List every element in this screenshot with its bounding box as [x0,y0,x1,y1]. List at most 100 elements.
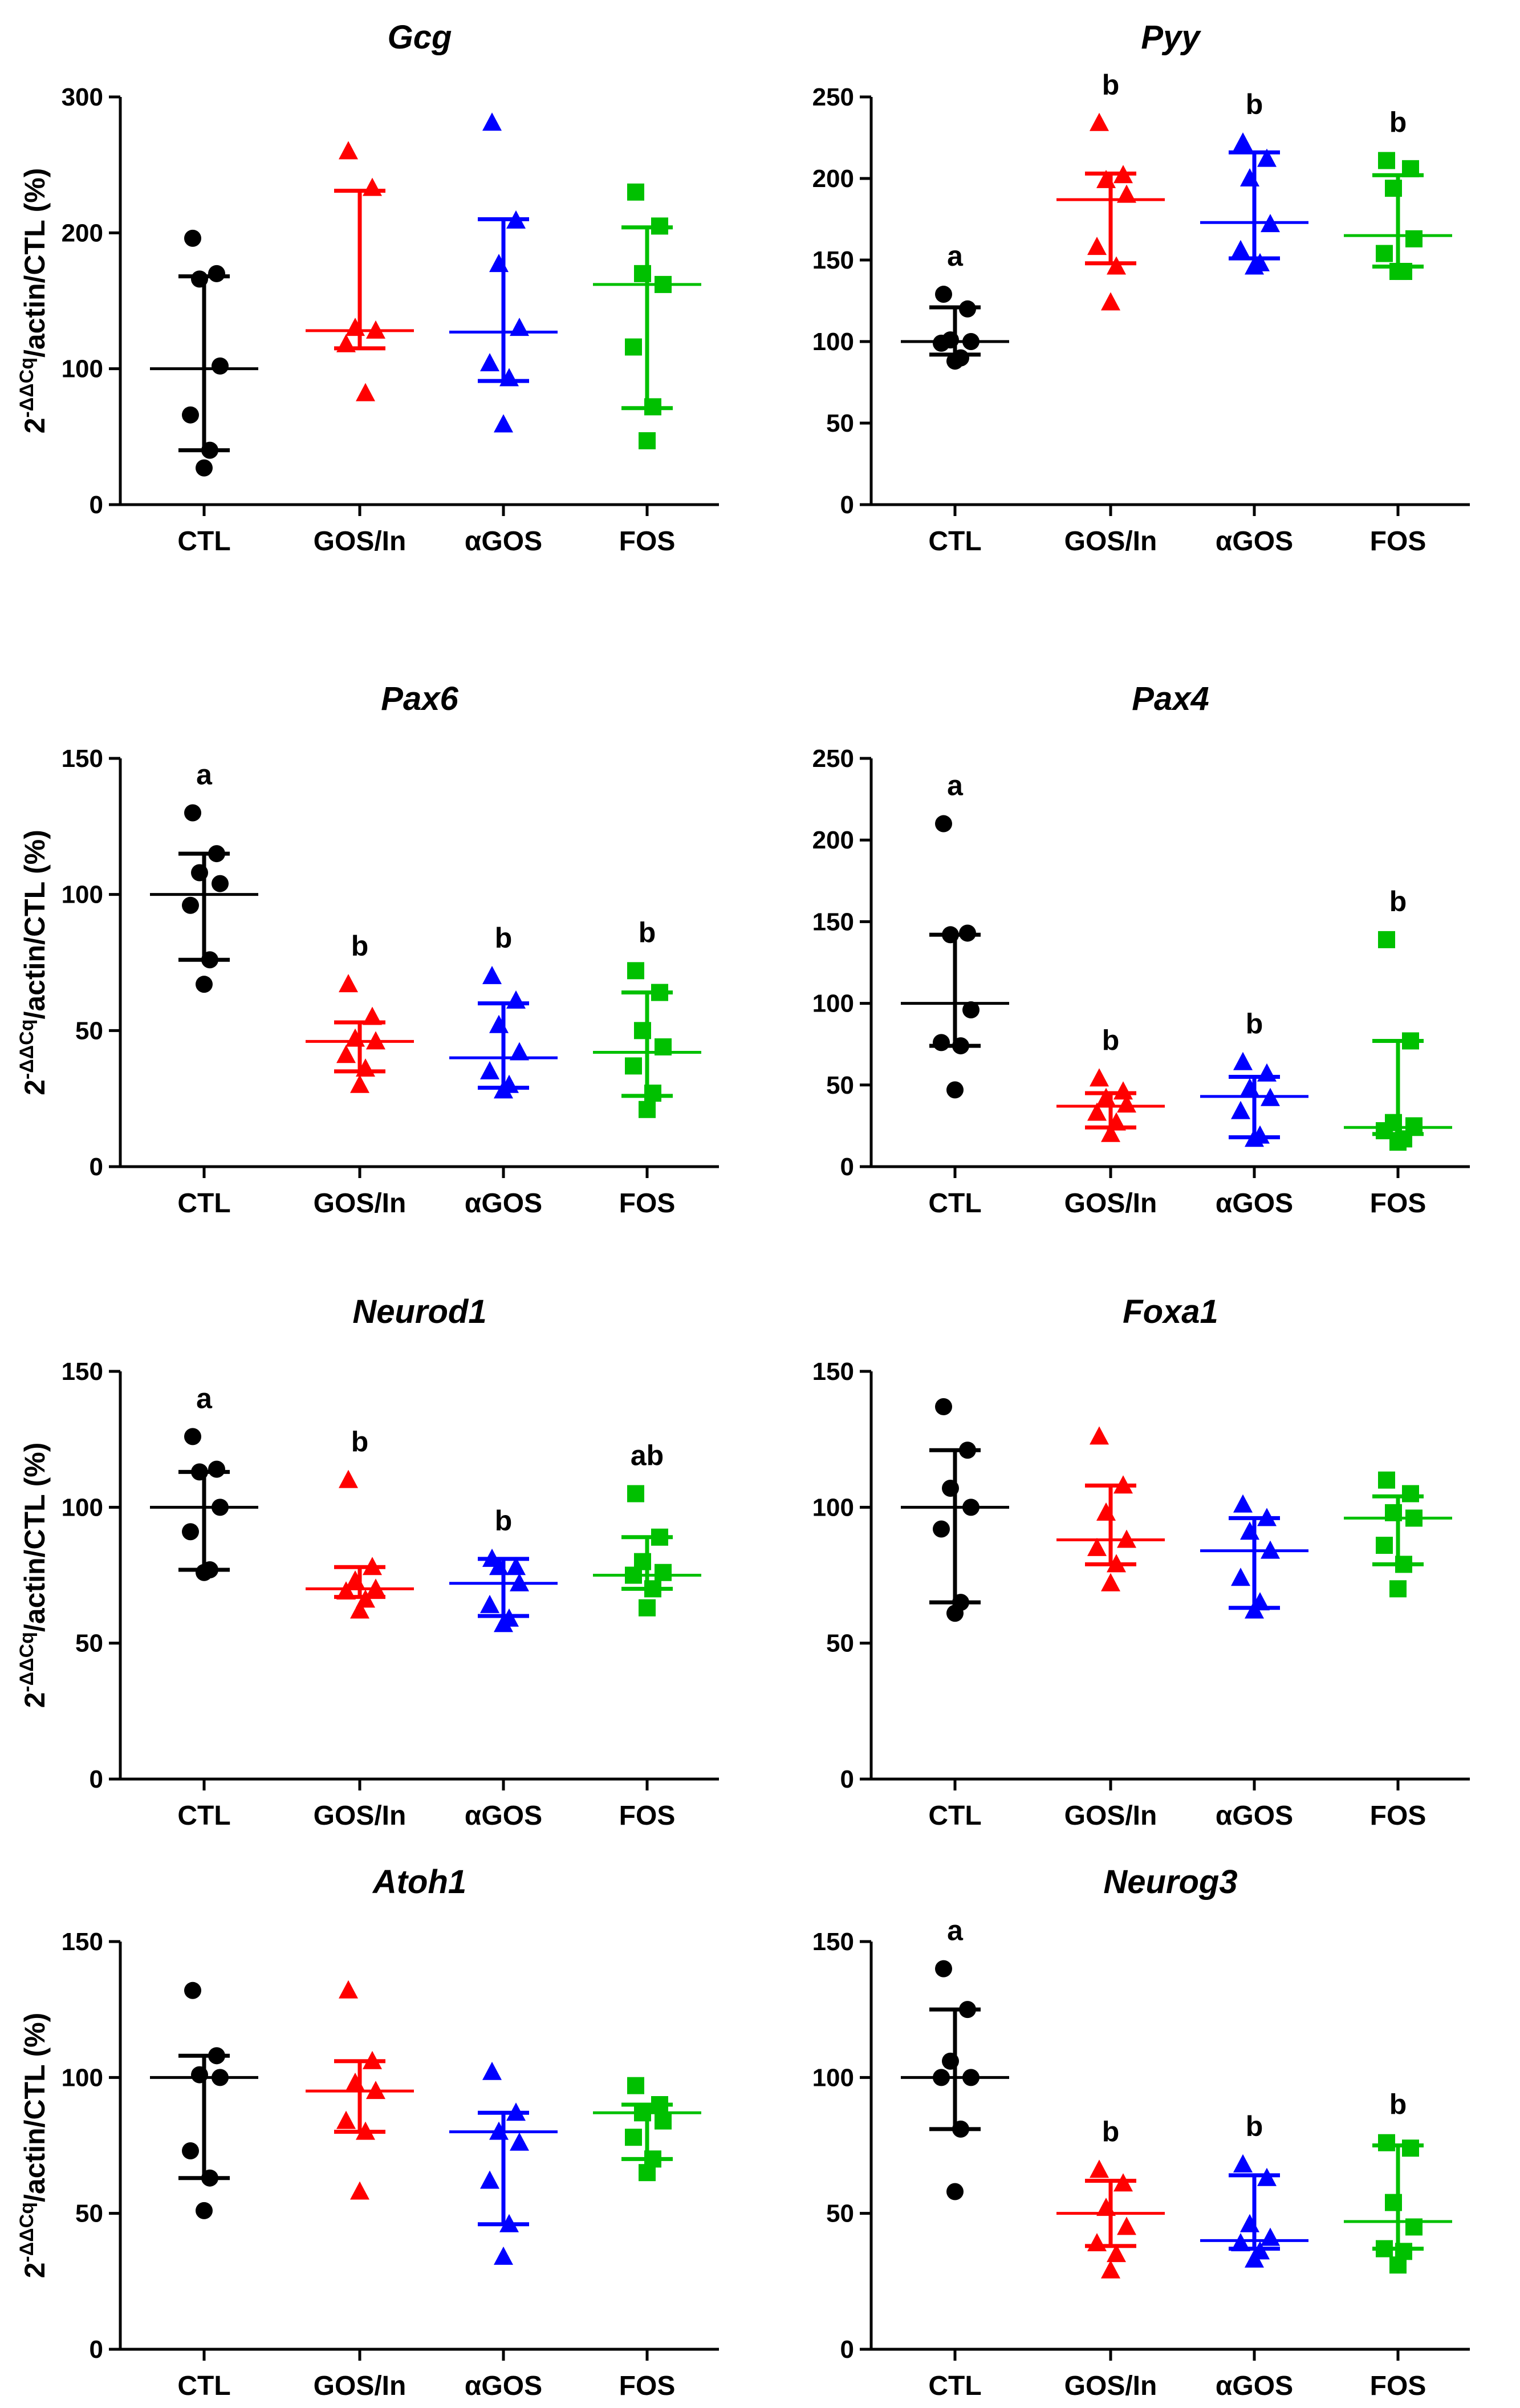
y-axis-label: 2-ΔΔCq/actin/CTL (%) [16,168,51,434]
data-point [350,1600,369,1619]
data-point [489,1557,509,1575]
data-point [651,1528,668,1546]
significance-letter: b [1102,69,1120,101]
series-0 [150,229,258,477]
series-0 [901,1398,1009,1622]
x-tick-label: αGOS [1216,526,1293,557]
y-tick-label: 50 [826,2200,854,2228]
data-point [184,804,201,822]
x-tick-label: GOS/In [314,1801,407,1831]
x-tick-label: CTL [177,526,230,557]
data-point [1389,2256,1407,2274]
data-point [1087,1102,1107,1121]
y-tick-label: 150 [812,1358,854,1386]
data-point [366,320,385,339]
series-1 [1056,1068,1165,1142]
series-1 [306,1469,414,1619]
series-3 [593,962,701,1118]
data-point [208,1460,225,1478]
series-3 [1344,2134,1452,2274]
data-point [1257,1063,1277,1082]
significance-letter: b [351,930,369,962]
data-point [959,2001,976,2019]
x-tick-label: αGOS [1216,1188,1293,1219]
data-point [1245,1128,1264,1147]
data-point [634,2104,651,2122]
data-point [959,924,976,942]
data-point [480,1594,499,1613]
data-point [482,2061,502,2080]
x-tick-label: GOS/In [1064,2371,1157,2401]
data-point [1385,1504,1402,1521]
y-axis-label: 2-ΔΔCq/actin/CTL (%) [16,1443,51,1708]
data-point [336,334,356,352]
data-point [627,2077,644,2094]
data-point [506,1557,526,1575]
data-point [494,1080,513,1099]
x-tick-label: GOS/In [314,1188,407,1219]
x-tick-label: GOS/In [1064,526,1157,557]
data-point [1257,1508,1277,1526]
series-1 [1056,112,1165,311]
series-1 [1056,1426,1165,1591]
data-point [1245,256,1264,275]
data-point [933,2069,950,2086]
series-2 [449,965,558,1099]
data-point [339,1469,358,1488]
data-point [1405,230,1423,247]
data-point [1231,239,1250,258]
y-tick-label: 0 [90,2336,103,2364]
y-tick-label: 0 [90,1765,103,1793]
significance-letter: ab [631,1440,664,1472]
data-point [191,2066,208,2084]
data-point [655,2112,672,2130]
data-point [356,383,375,401]
panel-neurod1: Neurod1 0 50 100 150 2-ΔΔCq/actin/CTL (%) CTL a… [16,1293,719,1831]
series-3 [1344,152,1452,281]
significance-letter: b [495,1505,513,1537]
x-tick-label: CTL [928,2371,981,2401]
x-tick-label: FOS [619,526,676,557]
significance-letter: a [947,770,964,802]
series-2 [449,112,558,433]
data-point [346,1570,365,1589]
data-point [644,1085,661,1102]
y-tick-label: 50 [75,1017,103,1045]
x-tick-label: αGOS [1216,2371,1293,2401]
significance-letter: b [1246,88,1263,120]
data-point [480,1061,499,1079]
data-point [336,1581,356,1600]
data-point [1261,2227,1280,2246]
x-tick-label: FOS [1370,2371,1426,2401]
series-2 [449,2061,558,2265]
data-point [510,1042,529,1061]
data-point [634,265,651,282]
series-1 [306,141,414,401]
data-point [1101,2260,1120,2279]
data-point [1107,256,1126,275]
data-point [363,177,382,196]
x-tick-label: FOS [1370,1188,1426,1219]
data-point [651,217,668,235]
data-point [1261,214,1280,233]
data-point [339,974,358,993]
y-tick-label: 100 [62,2064,103,2092]
data-point [627,1485,644,1503]
data-point [363,1006,382,1025]
y-tick-label: 300 [62,83,103,111]
significance-letter: a [196,758,213,790]
panel-title: Pyy [1141,19,1201,56]
series-1 [1056,2159,1165,2279]
data-point [1378,152,1395,169]
data-point [1101,1123,1120,1142]
x-tick-label: FOS [619,2371,676,2401]
series-2 [1200,1494,1308,1619]
data-point [1233,1494,1253,1513]
data-point [1090,2159,1109,2178]
significance-letter: b [1246,2110,1263,2142]
y-tick-label: 0 [840,1765,854,1793]
panel-foxa1: Foxa1 0 50 100 150 CTL GOS/In αGOS FOS [812,1293,1470,1831]
data-point [1101,1573,1120,1591]
significance-letter: b [1389,107,1407,139]
y-tick-label: 100 [62,881,103,909]
